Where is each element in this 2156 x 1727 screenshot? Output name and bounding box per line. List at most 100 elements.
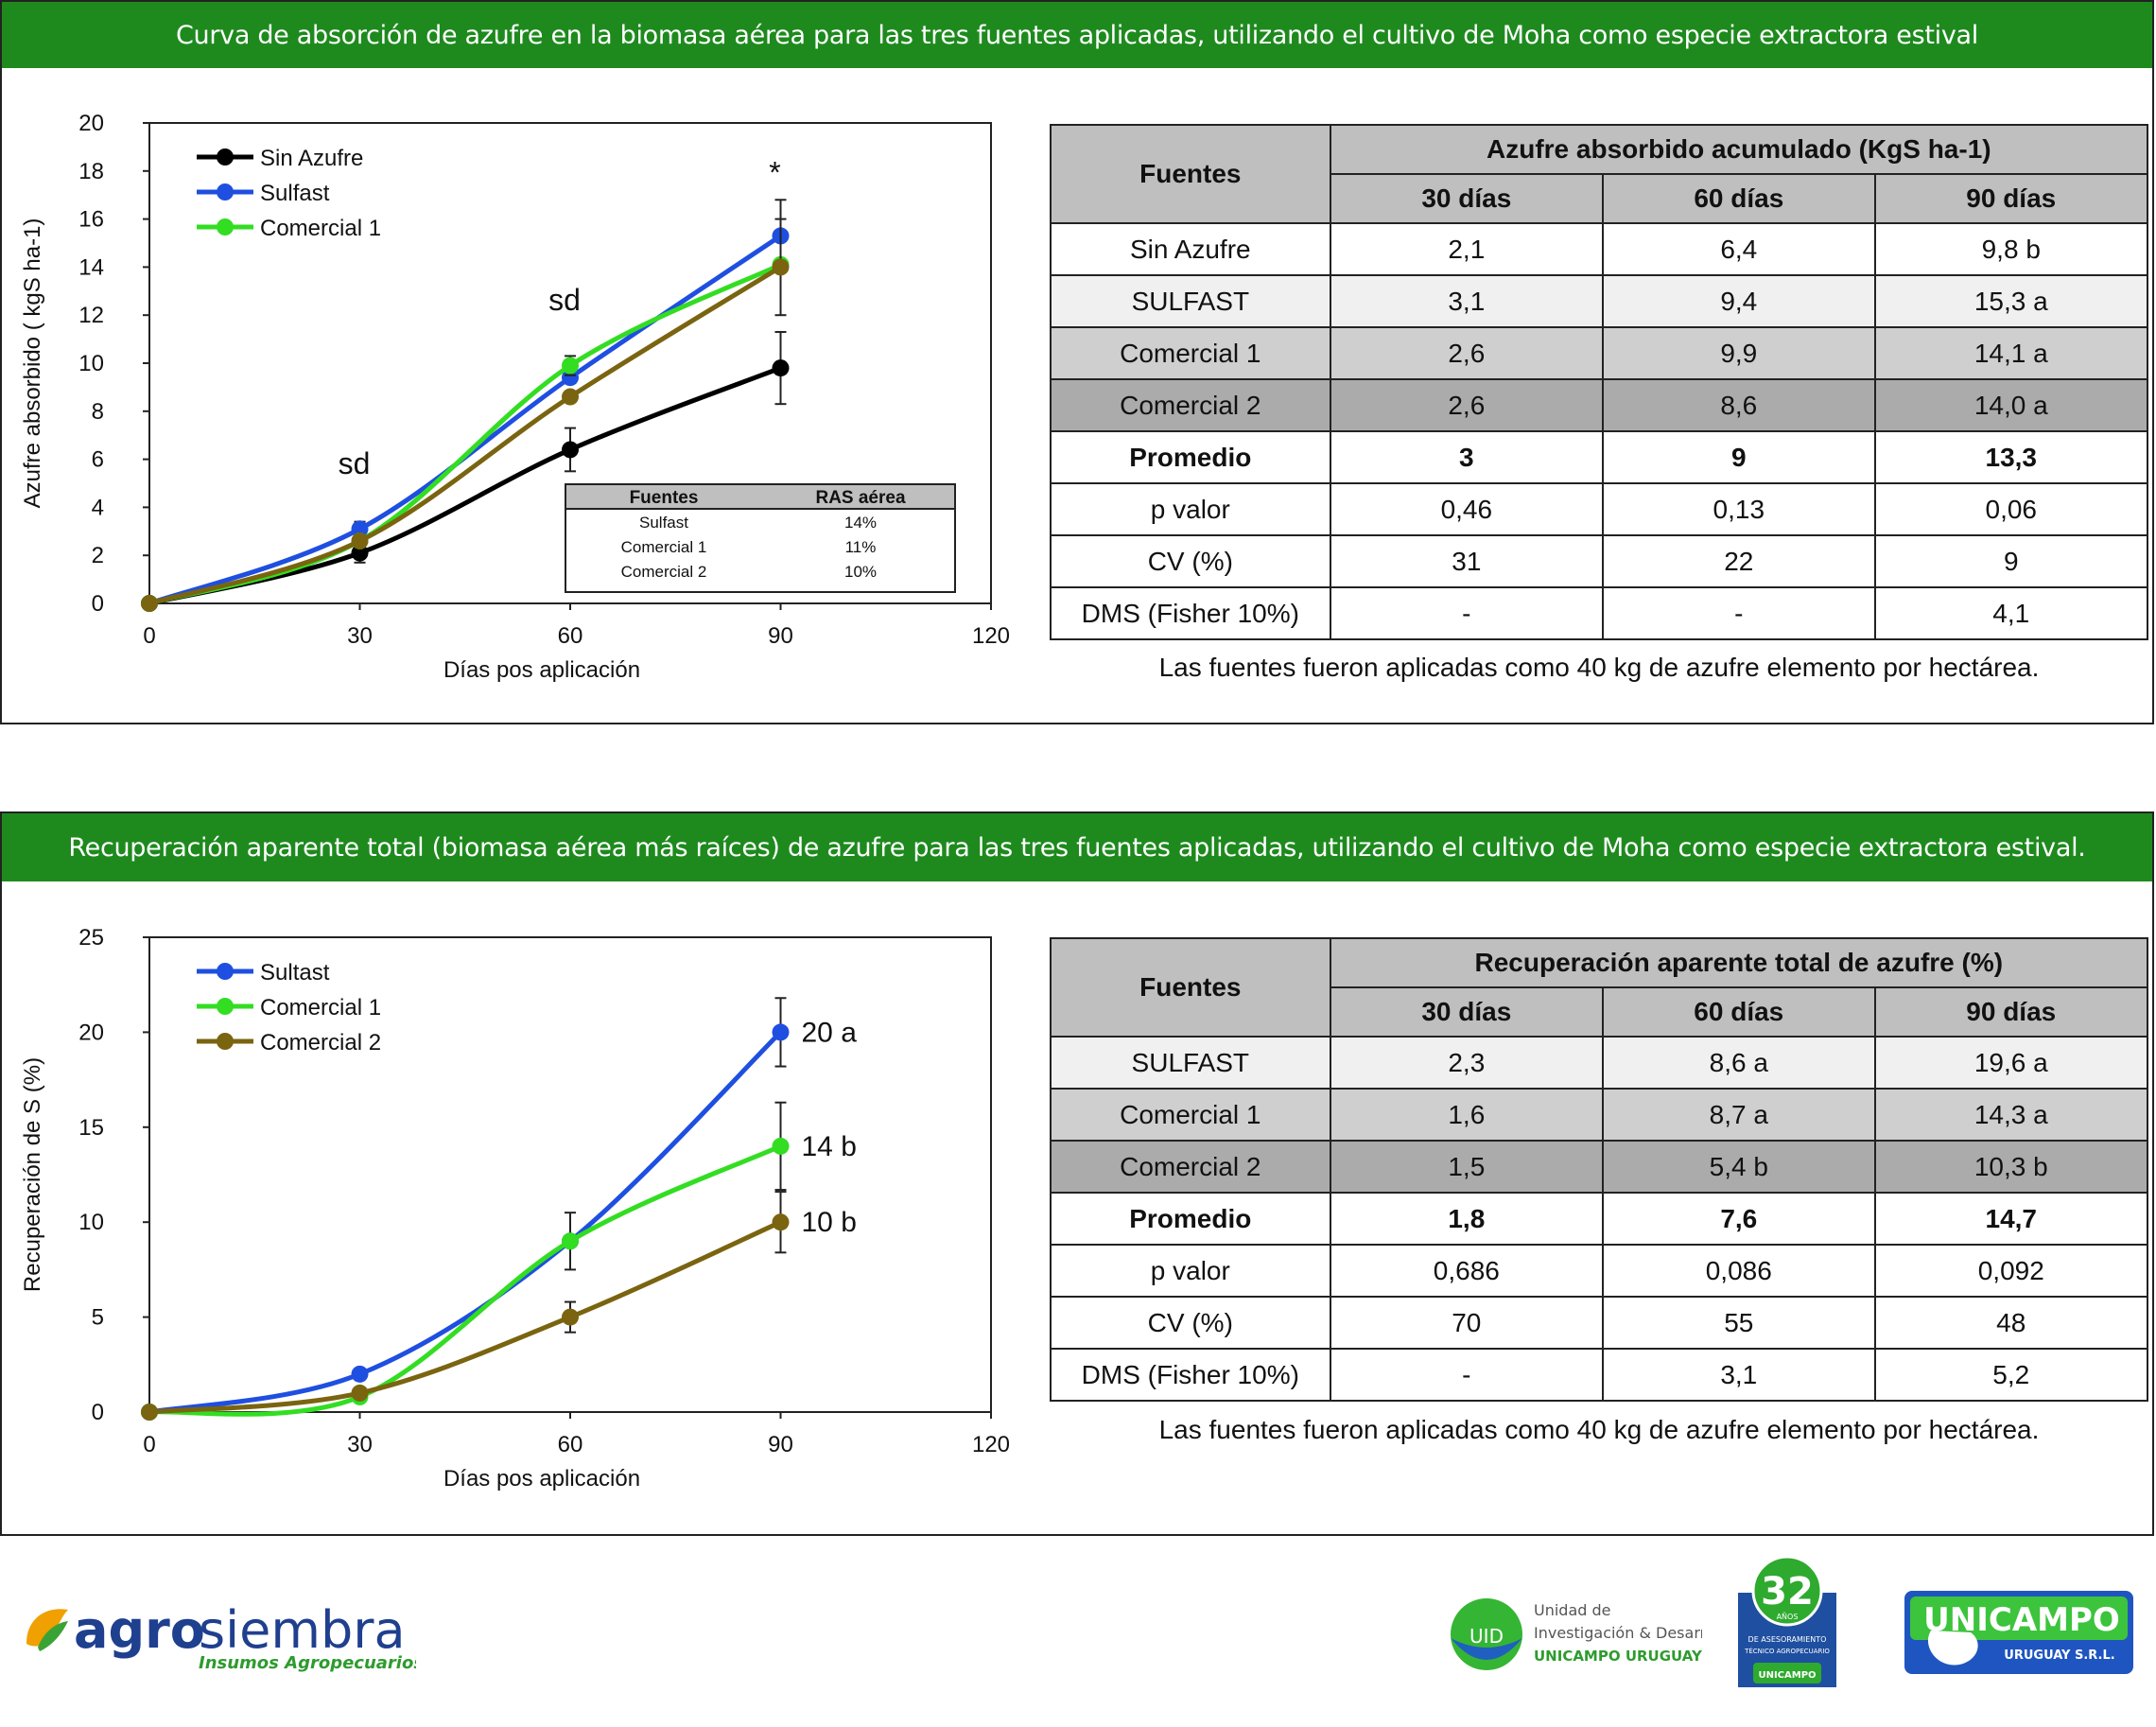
table2-row: Comercial 2 1,5 5,4 b 10,3 b [1050, 1140, 2149, 1194]
table1-cell: 9,4 [1602, 274, 1876, 328]
y-tick-label: 4 [92, 495, 104, 520]
table1-cell: 9 [1873, 534, 2149, 588]
x-tick-label: 120 [972, 1432, 1010, 1457]
x-tick-label: 60 [558, 623, 583, 649]
series-end-label: 14 b [802, 1131, 857, 1162]
table1-cell: 9,9 [1602, 326, 1876, 380]
siembra-text: siembra [199, 1600, 406, 1660]
table1-cell: 0,13 [1602, 482, 1876, 536]
table1-cell: 2,6 [1329, 326, 1605, 380]
table1-row: SULFAST 3,1 9,4 15,3 a [1050, 274, 2149, 328]
table2-cell: 8,6 a [1602, 1036, 1876, 1090]
y-tick-label: 20 [78, 1020, 104, 1045]
annotation: sd [548, 283, 581, 317]
anniversary-logo: 32 AÑOS DE ASESORAMIENTO TÉCNICO AGROPEC… [1738, 1555, 1836, 1687]
table2-cell: 1,6 [1329, 1088, 1605, 1142]
table2-row-label: CV (%) [1050, 1296, 1331, 1350]
table1-col-30: 30 días [1329, 173, 1605, 224]
anniv-text1: DE ASESORAMIENTO [1748, 1635, 1827, 1644]
data-point [562, 441, 579, 459]
y-tick-label: 10 [78, 1210, 104, 1235]
annotation: sd [339, 446, 371, 480]
chart-absorcion: 0 2 4 6 8 10 12 14 16 18 20 0 30 60 90 120 Días pos apli… [20, 111, 1010, 683]
y-tick-label: 2 [92, 543, 104, 568]
table2-row: Comercial 1 1,6 8,7 a 14,3 a [1050, 1088, 2149, 1142]
leaf-icon [26, 1609, 68, 1647]
y-tick-label: 20 [78, 111, 104, 136]
data-point [772, 1213, 790, 1231]
data-point [351, 520, 369, 538]
inset-table-header: RAS aérea [815, 488, 905, 508]
agro-tagline: Insumos Agropecuarios [199, 1653, 416, 1673]
table2-cell: 0,086 [1602, 1244, 1876, 1298]
table2-footnote: Las fuentes fueron aplicadas como 40 kg … [1158, 1415, 2040, 1444]
y-tick-label: 12 [78, 303, 104, 328]
table2-row-label: Promedio [1050, 1192, 1331, 1246]
table1-cell: - [1329, 586, 1605, 640]
inset-table-cell: 10% [844, 563, 877, 581]
table2-cell: 1,5 [1329, 1140, 1605, 1194]
y-tick-label: 5 [92, 1305, 104, 1331]
table1-cell: 3 [1329, 430, 1605, 484]
legend-label: Comercial 1 [260, 216, 381, 241]
x-tick-label: 90 [768, 1432, 793, 1457]
table1-header-fuentes: Fuentes [1050, 124, 1331, 224]
y-tick-label: 0 [92, 591, 104, 617]
table1-cell: 2,1 [1329, 222, 1605, 276]
table1-cell: 31 [1329, 534, 1605, 588]
data-point [772, 1137, 790, 1155]
table1-row-label: p valor [1050, 482, 1331, 536]
table2-cell: 8,7 a [1602, 1088, 1876, 1142]
table1-cell: 0,06 [1873, 482, 2149, 536]
data-point [141, 1404, 158, 1421]
legend-marker [217, 1033, 234, 1050]
x-tick-label: 0 [143, 1432, 155, 1457]
data-point [351, 1365, 369, 1383]
series-line [148, 265, 782, 606]
data-point [562, 357, 579, 375]
series-line [148, 1030, 783, 1415]
table1-cell: - [1602, 586, 1876, 640]
table2-cell: 2,3 [1329, 1036, 1605, 1090]
series-end-label: 10 b [802, 1207, 857, 1238]
table2-cell: - [1329, 1348, 1605, 1402]
table2-cell: 55 [1602, 1296, 1876, 1350]
table1-row-label: CV (%) [1050, 534, 1331, 588]
table2-row-label: Comercial 2 [1050, 1140, 1331, 1194]
table1-row: Promedio 3 9 13,3 [1050, 430, 2149, 484]
unicampo-name: UNICAMPO [1923, 1601, 2120, 1639]
data-point [772, 359, 790, 377]
table2-col-30: 30 días [1329, 986, 1605, 1038]
panel-absorcion: Curva de absorción de azufre en la bioma… [0, 0, 2154, 724]
table2-cell: 0,686 [1329, 1244, 1605, 1298]
y-tick-label: 10 [78, 351, 104, 376]
table2-header-group: Recuperación aparente total de azufre (%… [1329, 937, 2149, 988]
unicampo-sub: URUGUAY S.R.L. [2004, 1648, 2114, 1663]
table-absorcion: Fuentes Azufre absorbido acumulado (KgS … [1050, 124, 2149, 640]
table1-row-label: Comercial 2 [1050, 378, 1331, 432]
data-point [562, 1308, 579, 1326]
table1-cell: 9 [1602, 430, 1876, 484]
data-point [562, 1232, 579, 1250]
annotation: * [769, 156, 780, 190]
table2-row: SULFAST 2,3 8,6 a 19,6 a [1050, 1036, 2149, 1090]
table1-cell: 8,6 [1602, 378, 1876, 432]
table2-row: p valor 0,686 0,086 0,092 [1050, 1244, 2149, 1298]
anniv-brand: UNICAMPO [1758, 1670, 1816, 1681]
legend-label: Comercial 1 [260, 995, 381, 1020]
table2-header-fuentes: Fuentes [1050, 937, 1331, 1038]
table1-footnote: Las fuentes fueron aplicadas como 40 kg … [1158, 653, 2040, 682]
table1-cell: 2,6 [1329, 378, 1605, 432]
table1-row: Sin Azufre 2,1 6,4 9,8 b [1050, 222, 2149, 276]
table2-cell: 19,6 a [1873, 1036, 2149, 1090]
table2-cell: 10,3 b [1873, 1140, 2149, 1194]
legend-marker [217, 183, 234, 201]
table2-cell: 14,7 [1873, 1192, 2149, 1246]
data-point [562, 388, 579, 406]
table1-row: p valor 0,46 0,13 0,06 [1050, 482, 2149, 536]
table1-col-60: 60 días [1602, 173, 1876, 224]
data-point [351, 544, 369, 562]
uid-line1: Unidad de [1534, 1601, 1611, 1619]
table1-cell: 15,3 a [1873, 274, 2149, 328]
table2-cell: 14,3 a [1873, 1088, 2149, 1142]
